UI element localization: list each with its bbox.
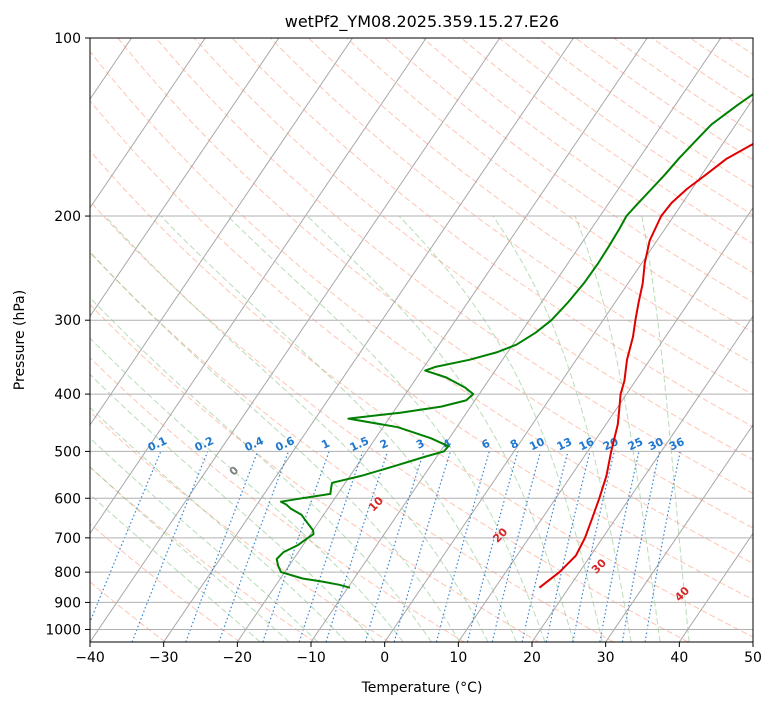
y-tick-label: 700	[54, 531, 81, 547]
x-axis-ticks: −40 −30 −20 −10 0 10 20 30 40 50	[75, 642, 762, 666]
mixing-ratio-label: 36	[667, 435, 687, 453]
dry-adiabat-line	[117, 38, 753, 529]
isotherm-line	[457, 206, 753, 642]
x-tick-label: 40	[670, 650, 688, 666]
dry-adiabat-line	[346, 38, 753, 333]
mixing-ratio-line	[218, 451, 290, 642]
x-tick-label: 10	[449, 650, 467, 666]
mixing-ratio-line	[185, 451, 259, 642]
mixing-ratio-line	[262, 451, 330, 642]
moist-adiabat-line	[90, 296, 432, 642]
dry-adiabat-line	[90, 357, 465, 642]
moist-adiabat-line	[306, 215, 575, 642]
mixing-ratio-label: 16	[577, 435, 597, 453]
mixing-ratio-line	[393, 451, 452, 642]
mixing-ratio-line	[325, 451, 389, 642]
x-tick-label: 50	[744, 650, 762, 666]
isotherm-line	[678, 532, 753, 642]
y-tick-label: 300	[54, 313, 81, 329]
moist-adiabat-line	[90, 337, 404, 642]
isotherm-line	[90, 38, 427, 535]
dry-adiabat-line	[155, 38, 753, 495]
y-axis-label: Pressure (hPa)	[12, 290, 28, 390]
plot-area	[90, 38, 753, 642]
mixing-ratio-line	[521, 451, 569, 642]
dry-adiabat-line	[270, 38, 753, 396]
isotherm-line	[605, 424, 753, 642]
moist-adiabat-line	[90, 251, 461, 642]
mixing-ratio-line	[90, 451, 162, 624]
y-tick-label: 1000	[45, 622, 81, 638]
isotherm-line	[384, 98, 753, 642]
moist-adiabat-line	[90, 437, 319, 642]
temperature-line	[538, 142, 753, 589]
moist-adiabat-line	[90, 373, 376, 642]
dry-adiabat-line	[193, 38, 753, 461]
mixing-ratio-label: 20	[601, 435, 621, 453]
dry-adiabat-line	[90, 200, 689, 642]
sounding-series	[275, 92, 753, 589]
dry-adiabat-line	[90, 303, 540, 642]
chart-title: wetPf2_YM08.2025.359.15.27.E26	[285, 12, 559, 32]
mixing-ratio-line	[435, 451, 490, 642]
moist-adiabat-line	[227, 215, 546, 642]
mixing-ratio-label: 25	[626, 435, 645, 453]
moist-adiabat-line	[160, 215, 517, 642]
y-tick-label: 500	[54, 444, 81, 460]
dry-adiabat-line	[90, 50, 753, 564]
moist-adiabat-line	[398, 215, 603, 642]
isotherm-line	[90, 38, 353, 426]
dry-adiabat-line	[90, 581, 166, 642]
mixing-ratio-label: 30	[646, 435, 666, 453]
isotherm-line	[90, 38, 206, 209]
y-axis-ticks: 100 200 300 400 500 600 700 800 900 1000	[45, 31, 90, 638]
x-tick-label: 30	[597, 650, 615, 666]
isotherm-line	[236, 38, 648, 642]
mixing-ratio-label: 13	[555, 435, 574, 453]
y-tick-label: 100	[54, 31, 81, 47]
y-tick-label: 200	[54, 209, 81, 225]
dewpoint-line	[275, 92, 753, 589]
x-axis-label: Temperature (°C)	[361, 680, 483, 696]
isotherm-line	[163, 38, 574, 642]
x-tick-label: −40	[75, 650, 105, 666]
moist-adiabat-line	[104, 215, 489, 642]
mixing-ratio-label: 10	[527, 435, 547, 453]
background-lines	[90, 38, 753, 642]
x-tick-label: 20	[523, 650, 541, 666]
x-tick-label: −10	[296, 650, 326, 666]
moist-adiabat-line	[492, 215, 632, 642]
moist-adiabat-line	[574, 215, 661, 642]
mixing-ratio-line	[466, 451, 519, 642]
mixing-ratio-line	[491, 451, 542, 642]
dry-adiabat-line	[90, 411, 390, 642]
x-tick-label: −30	[149, 650, 179, 666]
moist-adiabat-line	[641, 215, 690, 642]
pressure-gridlines	[90, 38, 753, 630]
x-tick-label: −20	[223, 650, 253, 666]
isotherm-line	[531, 315, 753, 642]
isotherm-line	[90, 38, 501, 642]
y-tick-label: 800	[54, 565, 81, 581]
mixing-ratio-line	[364, 451, 425, 642]
y-tick-label: 600	[54, 491, 81, 507]
mixing-ratio-line	[298, 451, 364, 642]
isotherm-line	[310, 38, 722, 642]
moist-adiabat-line	[90, 493, 261, 642]
x-tick-label: 0	[380, 650, 389, 666]
mixing-ratio-line	[131, 451, 209, 642]
dry-adiabat-line	[90, 150, 753, 638]
dry-adiabat-line	[90, 100, 753, 601]
isotherm-line	[90, 38, 280, 318]
y-tick-label: 900	[54, 595, 81, 611]
y-tick-label: 400	[54, 387, 81, 403]
plot-frame	[89, 37, 754, 643]
